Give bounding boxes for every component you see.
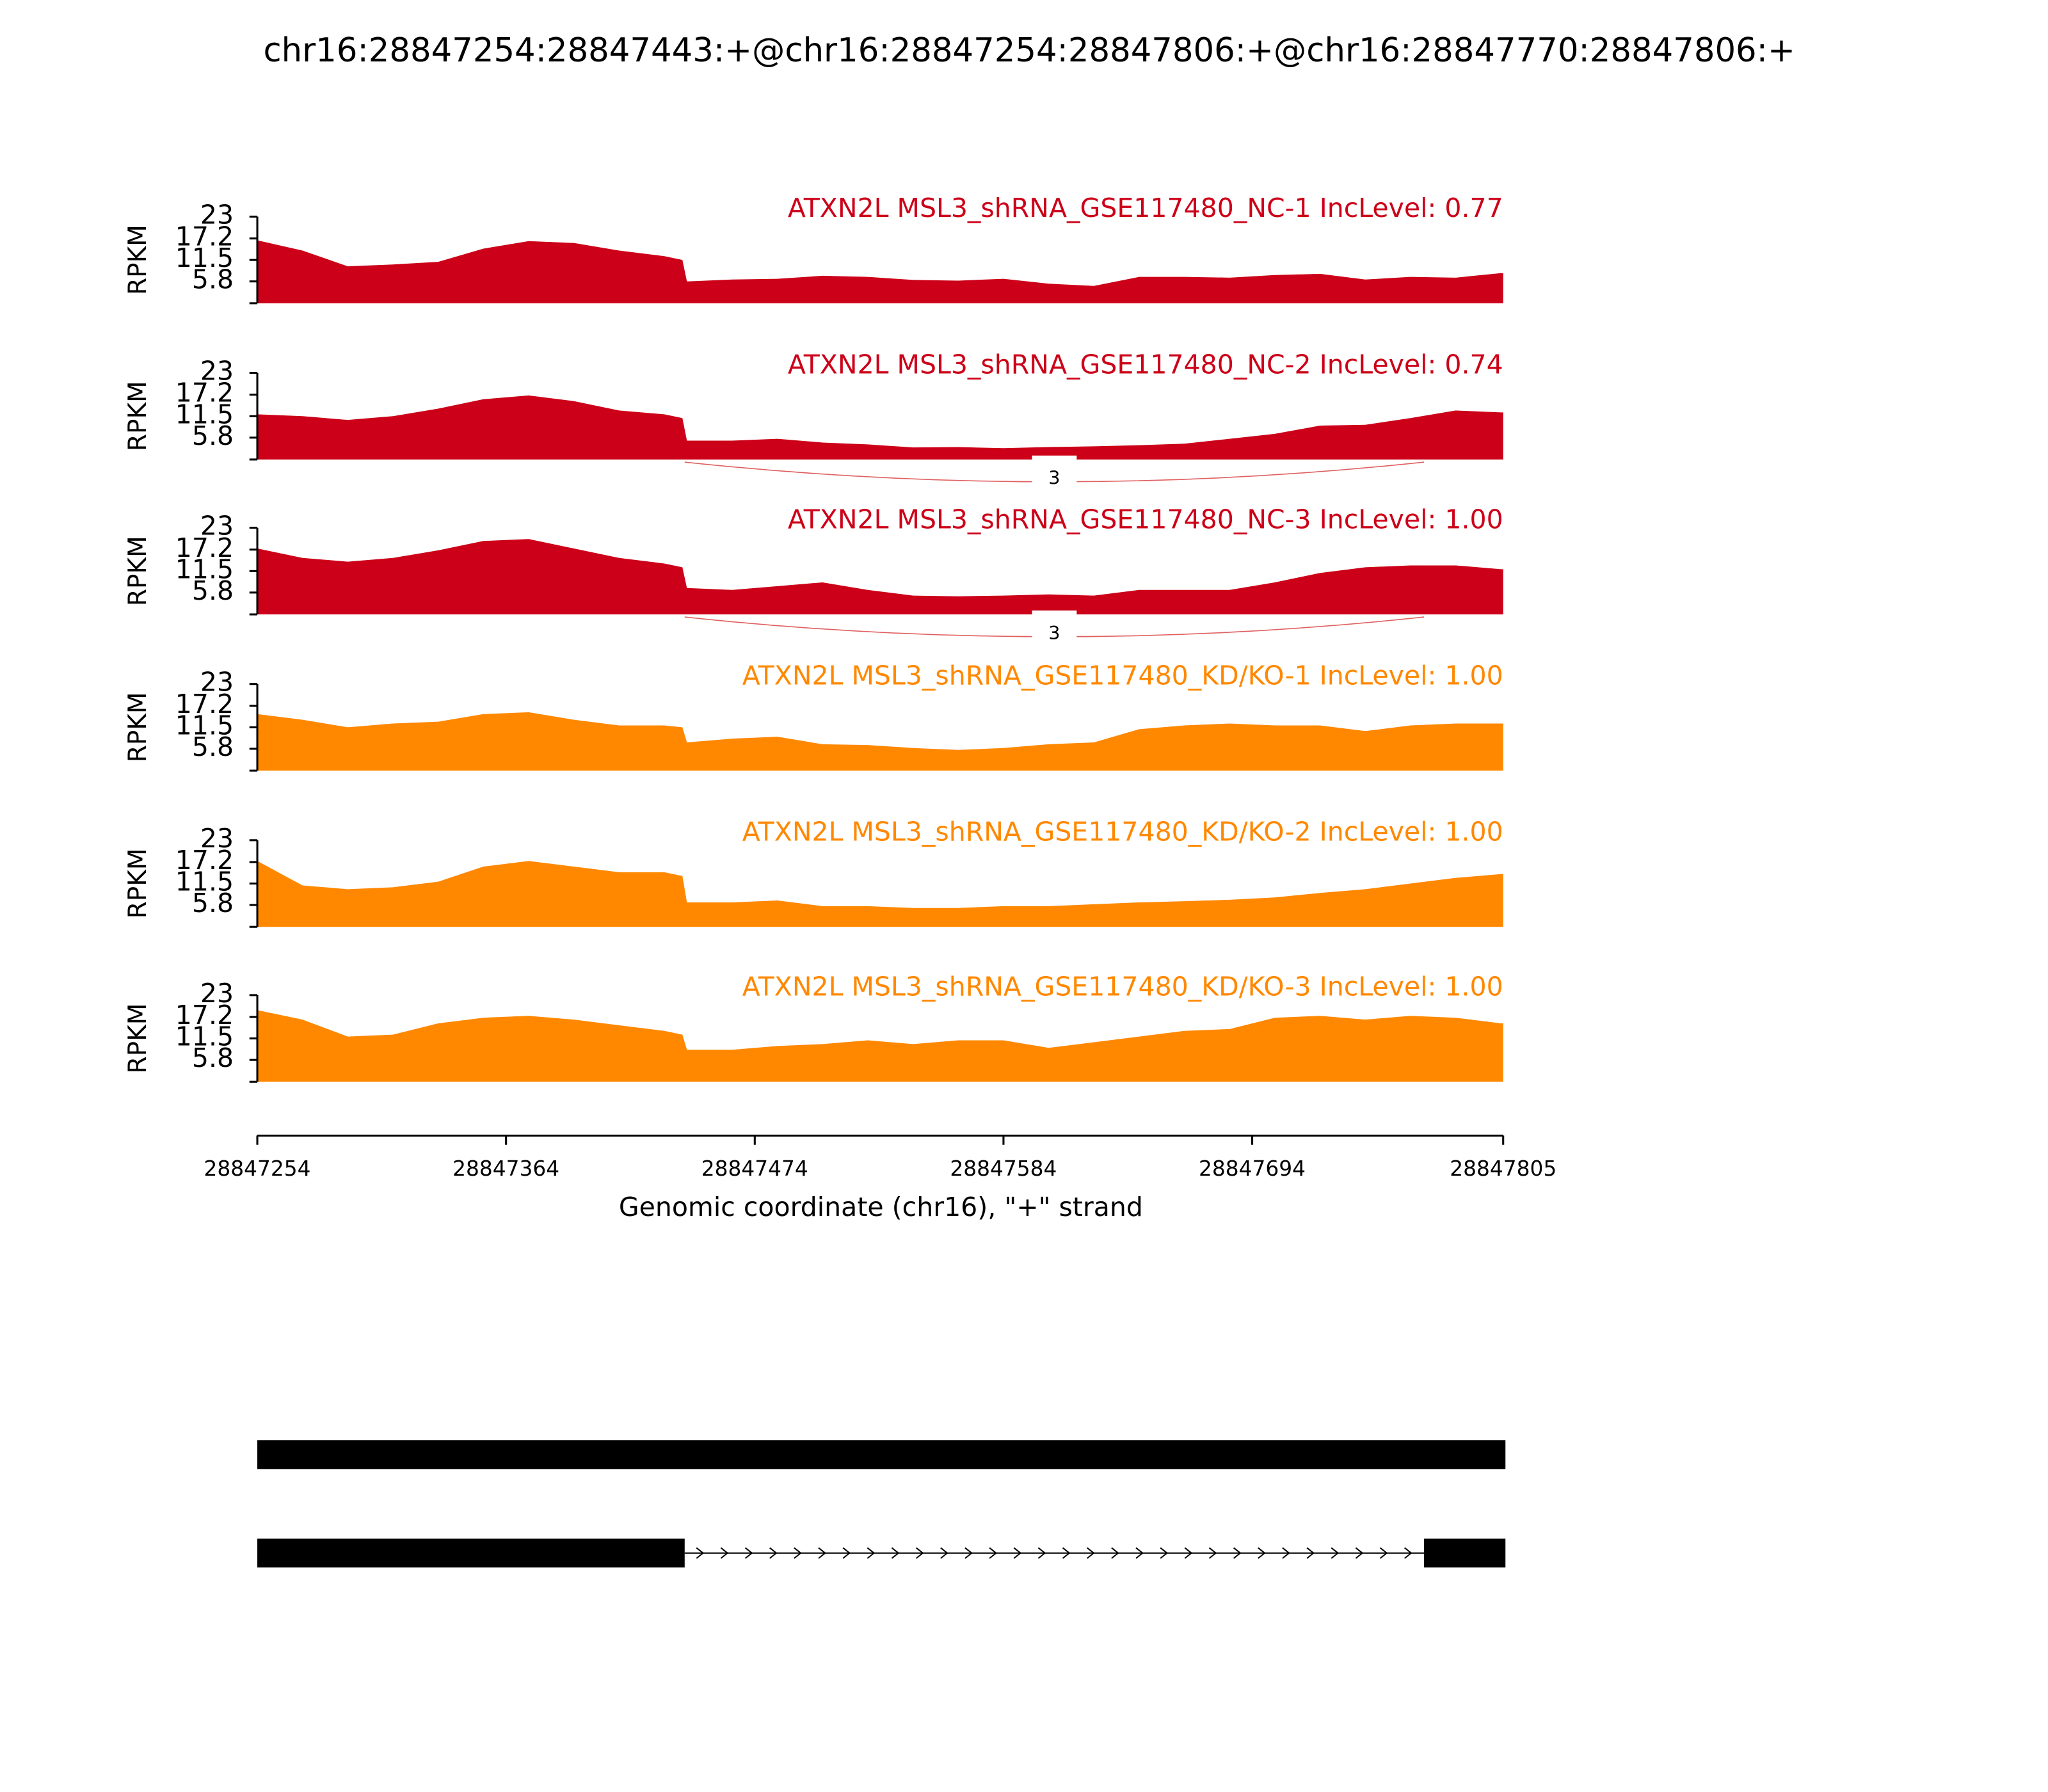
track-label: ATXN2L MSL3_shRNA_GSE117480_NC-1 IncLeve…	[788, 193, 1503, 223]
y-tick-label: 23	[200, 978, 234, 1009]
intron-chevron	[1184, 1547, 1193, 1559]
coverage-area	[257, 539, 1503, 614]
intron-chevron	[1208, 1547, 1217, 1559]
intron-chevron	[1282, 1547, 1290, 1559]
coverage-area	[257, 395, 1503, 460]
intron-chevron	[794, 1547, 802, 1559]
y-axis-label: RPKM	[124, 225, 152, 295]
y-tick-label: 5.8	[192, 888, 234, 918]
y-tick-label: 5.8	[192, 264, 234, 295]
intron-chevron	[1013, 1547, 1022, 1559]
x-tick-label: 28847254	[204, 1156, 311, 1181]
x-tick-label: 28847474	[701, 1156, 808, 1181]
y-tick-label: 5.8	[192, 732, 234, 762]
intron-chevron	[1062, 1547, 1071, 1559]
y-tick-label: 17.2	[175, 689, 234, 719]
intron-chevron	[1355, 1547, 1364, 1559]
junction-label: 3	[1048, 622, 1060, 644]
chart-title: chr16:28847254:28847443:+@chr16:28847254…	[263, 31, 1795, 70]
exon	[257, 1539, 685, 1568]
x-axis-label: Genomic coordinate (chr16), "+" strand	[619, 1192, 1143, 1222]
x-tick-label: 28847584	[950, 1156, 1057, 1181]
intron-chevron	[867, 1547, 876, 1559]
intron-chevron	[1087, 1547, 1095, 1559]
track-label: ATXN2L MSL3_shRNA_GSE117480_KD/KO-3 IncL…	[742, 972, 1503, 1002]
y-tick-label: 17.2	[175, 221, 234, 252]
y-tick-label: 23	[200, 356, 234, 387]
exon	[1424, 1539, 1506, 1568]
intron-chevron	[696, 1547, 705, 1559]
y-axis-label: RPKM	[124, 536, 152, 606]
y-tick-label: 23	[200, 511, 234, 541]
coverage-area	[257, 861, 1503, 927]
junction-label-box	[1032, 610, 1077, 639]
intron-chevron	[1404, 1547, 1412, 1559]
intron-chevron	[1331, 1547, 1340, 1559]
intron-chevron	[989, 1547, 997, 1559]
coverage-area	[257, 240, 1503, 303]
y-tick-label: 17.2	[175, 378, 234, 408]
intron-chevron	[1258, 1547, 1266, 1559]
y-axis-label: RPKM	[124, 692, 152, 763]
intron-chevron	[964, 1547, 973, 1559]
y-tick-label: 17.2	[175, 845, 234, 876]
y-tick-label: 5.8	[192, 1043, 234, 1073]
intron-chevron	[915, 1547, 924, 1559]
track-label: ATXN2L MSL3_shRNA_GSE117480_NC-2 IncLeve…	[788, 349, 1503, 380]
track-label: ATXN2L MSL3_shRNA_GSE117480_KD/KO-1 IncL…	[742, 660, 1503, 691]
intron-chevron	[940, 1547, 948, 1559]
y-tick-label: 5.8	[192, 420, 234, 451]
intron-chevron	[1037, 1547, 1046, 1559]
y-tick-label: 11.5	[175, 399, 234, 429]
junction-label-box	[1032, 455, 1077, 484]
intron-chevron	[1233, 1547, 1242, 1559]
y-tick-label: 11.5	[175, 554, 234, 584]
x-tick-label: 28847694	[1199, 1156, 1306, 1181]
y-axis-label: RPKM	[124, 849, 152, 919]
y-tick-label: 11.5	[175, 867, 234, 897]
y-tick-label: 11.5	[175, 710, 234, 740]
y-tick-label: 11.5	[175, 1021, 234, 1052]
track-label: ATXN2L MSL3_shRNA_GSE117480_KD/KO-2 IncL…	[742, 817, 1503, 847]
intron-chevron	[818, 1547, 826, 1559]
junction-label: 3	[1048, 467, 1060, 489]
intron-chevron	[1111, 1547, 1119, 1559]
y-tick-label: 23	[200, 823, 234, 854]
intron-chevron	[720, 1547, 729, 1559]
coverage-area	[257, 712, 1503, 771]
track-label: ATXN2L MSL3_shRNA_GSE117480_NC-3 IncLeve…	[788, 504, 1503, 534]
x-tick-label: 28847364	[452, 1156, 559, 1181]
coverage-area	[257, 1010, 1503, 1082]
exon	[257, 1440, 1506, 1469]
y-tick-label: 17.2	[175, 532, 234, 563]
intron-chevron	[1306, 1547, 1315, 1559]
y-tick-label: 23	[200, 667, 234, 698]
intron-chevron	[1379, 1547, 1388, 1559]
intron-chevron	[891, 1547, 900, 1559]
y-axis-label: RPKM	[124, 381, 152, 451]
intron-chevron	[1135, 1547, 1144, 1559]
intron-chevron	[769, 1547, 778, 1559]
x-tick-label: 28847805	[1450, 1156, 1556, 1181]
intron-chevron	[842, 1547, 851, 1559]
y-tick-label: 17.2	[175, 1000, 234, 1030]
y-tick-label: 11.5	[175, 243, 234, 273]
y-tick-label: 5.8	[192, 575, 234, 606]
intron-chevron	[744, 1547, 753, 1559]
y-tick-label: 23	[200, 199, 234, 230]
y-axis-label: RPKM	[124, 1004, 152, 1074]
intron-chevron	[1160, 1547, 1169, 1559]
